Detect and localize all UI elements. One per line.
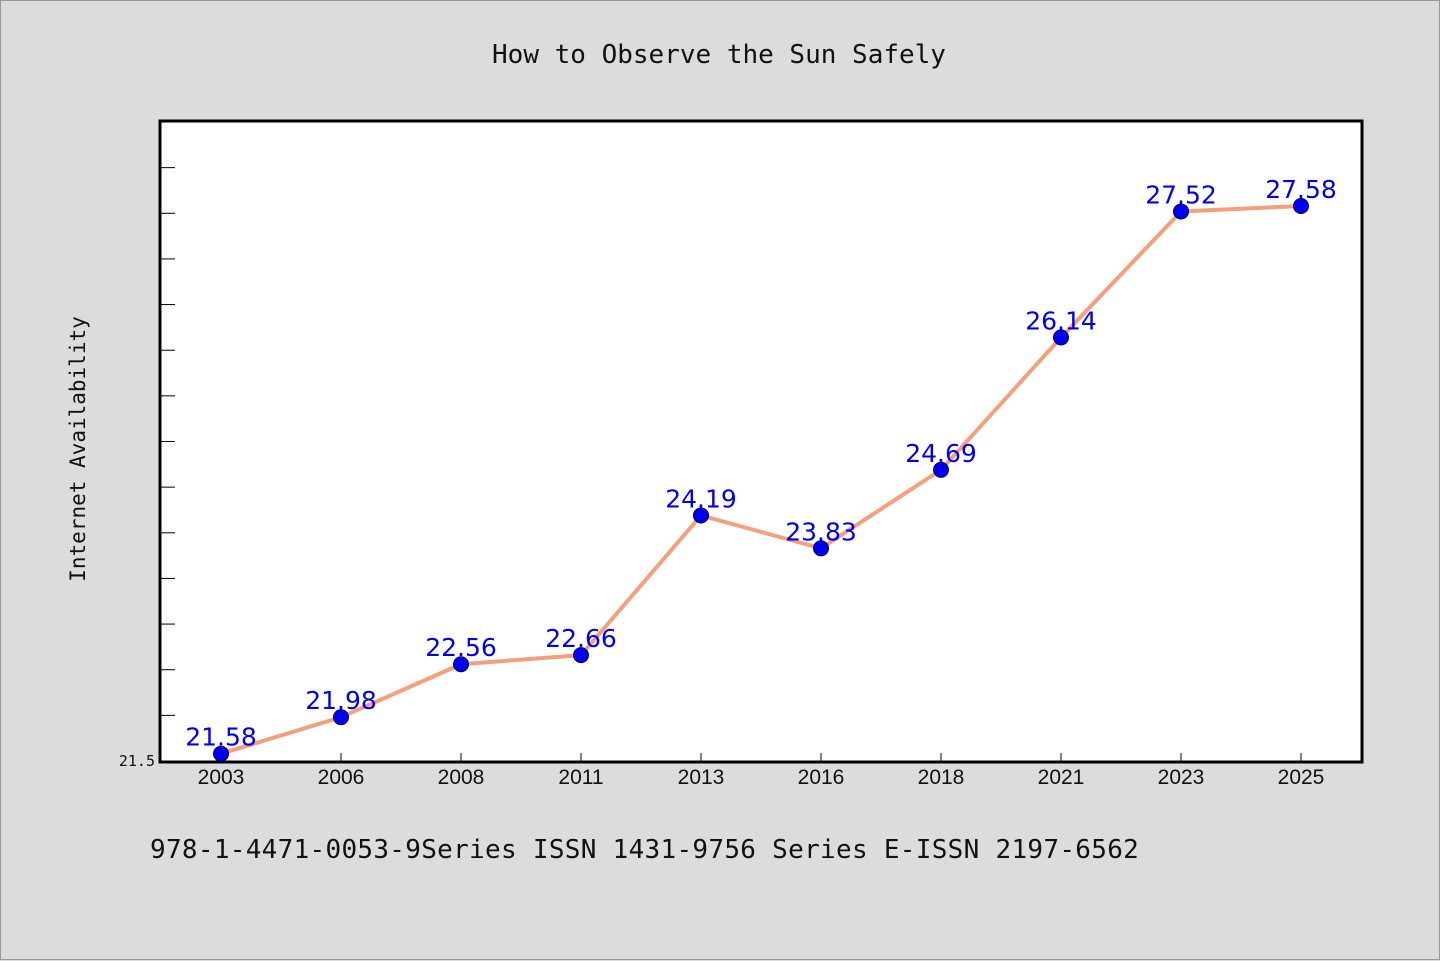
data-labels: 21.58 21.98 22.56 22.66 24.19 23.83 24.69 26.14… [185, 175, 1337, 752]
x-tick-label: 2025 [1278, 766, 1325, 789]
x-tick-label: 2016 [798, 766, 845, 789]
data-value-label: 23.83 [785, 517, 857, 546]
data-point-marker [573, 647, 589, 664]
data-point-marker [933, 461, 949, 478]
data-value-label: 27.58 [1265, 175, 1337, 204]
data-point-marker [1293, 197, 1309, 214]
y-axis-ticks [161, 167, 175, 716]
data-value-label: 24.69 [905, 439, 977, 468]
plot-area [158, 119, 1364, 764]
x-axis-tick-labels: 2003 2006 2008 2011 2013 2016 2018 2021 2023 2025 [198, 766, 1325, 789]
data-point-marker [453, 656, 469, 673]
data-value-label: 21.58 [185, 723, 257, 752]
data-value-label: 24.19 [665, 484, 737, 513]
data-point-marker [213, 745, 229, 762]
data-point-marker [333, 709, 349, 726]
chart-title: How to Observe the Sun Safely [492, 40, 946, 70]
data-markers [213, 197, 1309, 762]
x-tick-label: 2011 [558, 766, 603, 789]
y-axis-tick-labels: 21.5 [119, 752, 155, 770]
x-tick-label: 2013 [678, 766, 725, 789]
series-line [220, 203, 1302, 756]
data-point-marker [1173, 203, 1189, 220]
data-value-label: 21.98 [305, 686, 377, 715]
data-value-label: 22.66 [545, 624, 617, 653]
x-tick-label: 2008 [438, 766, 485, 789]
x-tick-label: 2021 [1038, 766, 1085, 789]
data-point-marker [813, 540, 829, 557]
y-axis-label: Internet Availability [66, 316, 90, 582]
x-tick-label: 2023 [1158, 766, 1205, 789]
data-value-label: 26.14 [1025, 306, 1097, 335]
x-tick-label: 2018 [918, 766, 965, 789]
data-value-label: 22.56 [425, 633, 497, 662]
y-tick-label: 21.5 [119, 752, 155, 770]
x-tick-label: 2003 [198, 766, 245, 789]
x-tick-label: 2006 [318, 766, 365, 789]
data-value-label: 27.52 [1145, 180, 1217, 209]
footer-isbn-text: 978-1-4471-0053-9Series ISSN 1431-9756 S… [150, 835, 1140, 865]
data-point-marker [1053, 329, 1069, 346]
data-point-marker [693, 507, 709, 524]
